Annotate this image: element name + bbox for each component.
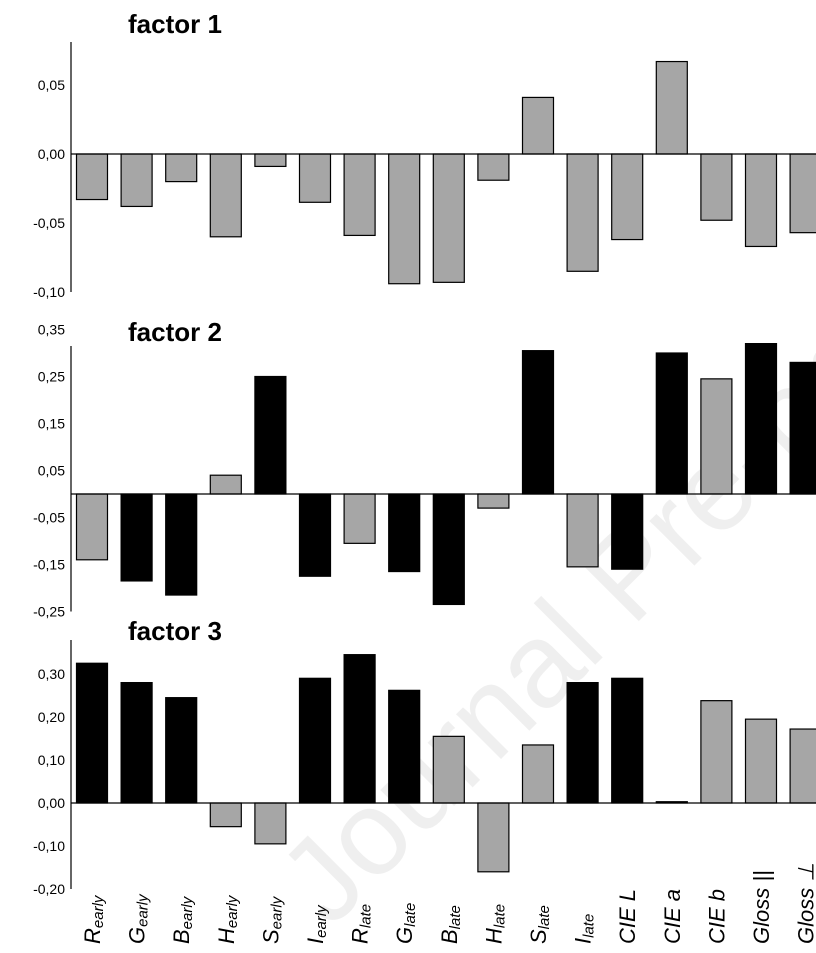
bar [611, 493, 644, 570]
bar [343, 153, 376, 237]
bar [388, 689, 421, 804]
bar [75, 662, 109, 804]
bar [209, 802, 242, 828]
bar [521, 96, 555, 155]
bar [298, 153, 332, 203]
bar [165, 697, 198, 804]
y-tick-label: 0,00 [38, 795, 65, 811]
x-tick-label: Rlate [348, 904, 375, 944]
bar [566, 681, 599, 804]
x-tick-label: Glate [392, 903, 419, 944]
bar [477, 493, 510, 509]
bar [700, 700, 733, 804]
x-tick-label: Iearly [303, 904, 330, 944]
bar [655, 352, 688, 495]
bar [521, 744, 555, 804]
y-tick-label: 0,00 [38, 146, 65, 162]
y-tick-label: 0,30 [38, 666, 65, 682]
x-tick-label: Bearly [169, 895, 196, 944]
y-tick-label: -0,05 [33, 510, 65, 526]
chart-title: factor 1 [128, 9, 222, 39]
bar [298, 677, 332, 804]
x-tick-label: Blate [437, 905, 464, 944]
bar [165, 153, 198, 183]
chart-title: factor 3 [128, 616, 222, 646]
x-tick-label: Gearly [125, 893, 152, 944]
bar [209, 153, 242, 238]
bar [744, 153, 778, 248]
y-tick-label: 0,10 [38, 752, 65, 768]
bar [566, 153, 599, 272]
bar [209, 474, 242, 495]
bar [165, 493, 198, 596]
bar [655, 60, 688, 155]
x-tick-label: Gloss || [749, 870, 774, 944]
x-tick-label: Hearly [214, 894, 241, 944]
bar [744, 343, 778, 495]
x-tick-label: Ilate [571, 914, 598, 944]
y-tick-label: -0,10 [33, 284, 65, 300]
bar [700, 153, 733, 221]
y-tick-label: 0,25 [38, 369, 65, 385]
bar [477, 802, 510, 873]
bar [388, 493, 421, 573]
category-labels: Rearly Gearly Bearly Hearly Searly Iearly Rlat… [80, 862, 816, 944]
bar [789, 728, 816, 804]
y-tick-label: 0,05 [38, 463, 65, 479]
bar [789, 153, 816, 234]
x-tick-label: Rearly [80, 894, 107, 944]
y-tick-label: -0,25 [33, 604, 65, 620]
y-tick-label: -0,05 [33, 215, 65, 231]
y-tick-label: 0,15 [38, 416, 65, 432]
watermark: Journal Pre-proof [254, 198, 816, 949]
bar [120, 681, 153, 804]
chart-factor-1: factor 1 0,05 0,00 -0,05 -0,10 [33, 9, 816, 300]
bar [477, 153, 510, 181]
y-tick-label: -0,10 [33, 838, 65, 854]
bar [343, 654, 376, 804]
bar [789, 361, 816, 495]
chart-title: factor 2 [128, 317, 222, 347]
y-tick-label: 0,35 [38, 322, 65, 338]
x-tick-label: CIE b [704, 889, 729, 944]
bar [388, 153, 421, 285]
bar [744, 718, 778, 804]
x-tick-label: Searly [258, 895, 285, 944]
bar [521, 350, 555, 495]
bar [432, 735, 465, 804]
bar [120, 153, 153, 208]
chart-factor-2: factor 2 0,35 0,25 0,15 0,05 -0,05 -0,15 -0,25 [33, 317, 816, 620]
x-tick-label: CIE L [615, 889, 640, 944]
bar [566, 493, 599, 568]
y-tick-label: 0,20 [38, 709, 65, 725]
charts-group: factor 1 0,05 0,00 -0,05 -0,10 factor 2 0,35 0,… [33, 9, 816, 897]
bar [611, 153, 644, 241]
x-tick-label: Hlate [481, 904, 508, 944]
chart-factor-3: factor 3 0,30 0,20 0,10 0,00 -0,10 -0,20 [33, 616, 816, 897]
bar [254, 153, 287, 168]
y-tick-label: -0,20 [33, 881, 65, 897]
bar [254, 375, 287, 495]
bar [75, 153, 109, 201]
bar [432, 493, 465, 606]
y-tick-label: 0,05 [38, 77, 65, 93]
bar [432, 153, 465, 283]
bar [343, 493, 376, 544]
bar [120, 493, 153, 582]
bar [611, 677, 644, 804]
bar [298, 493, 332, 577]
x-tick-label: Gloss ⊥ [794, 862, 816, 944]
bar [700, 378, 733, 495]
y-tick-label: -0,15 [33, 557, 65, 573]
x-tick-label: CIE a [660, 889, 685, 944]
bar [75, 493, 109, 561]
bar [254, 802, 287, 845]
x-tick-label: Slate [526, 905, 553, 944]
